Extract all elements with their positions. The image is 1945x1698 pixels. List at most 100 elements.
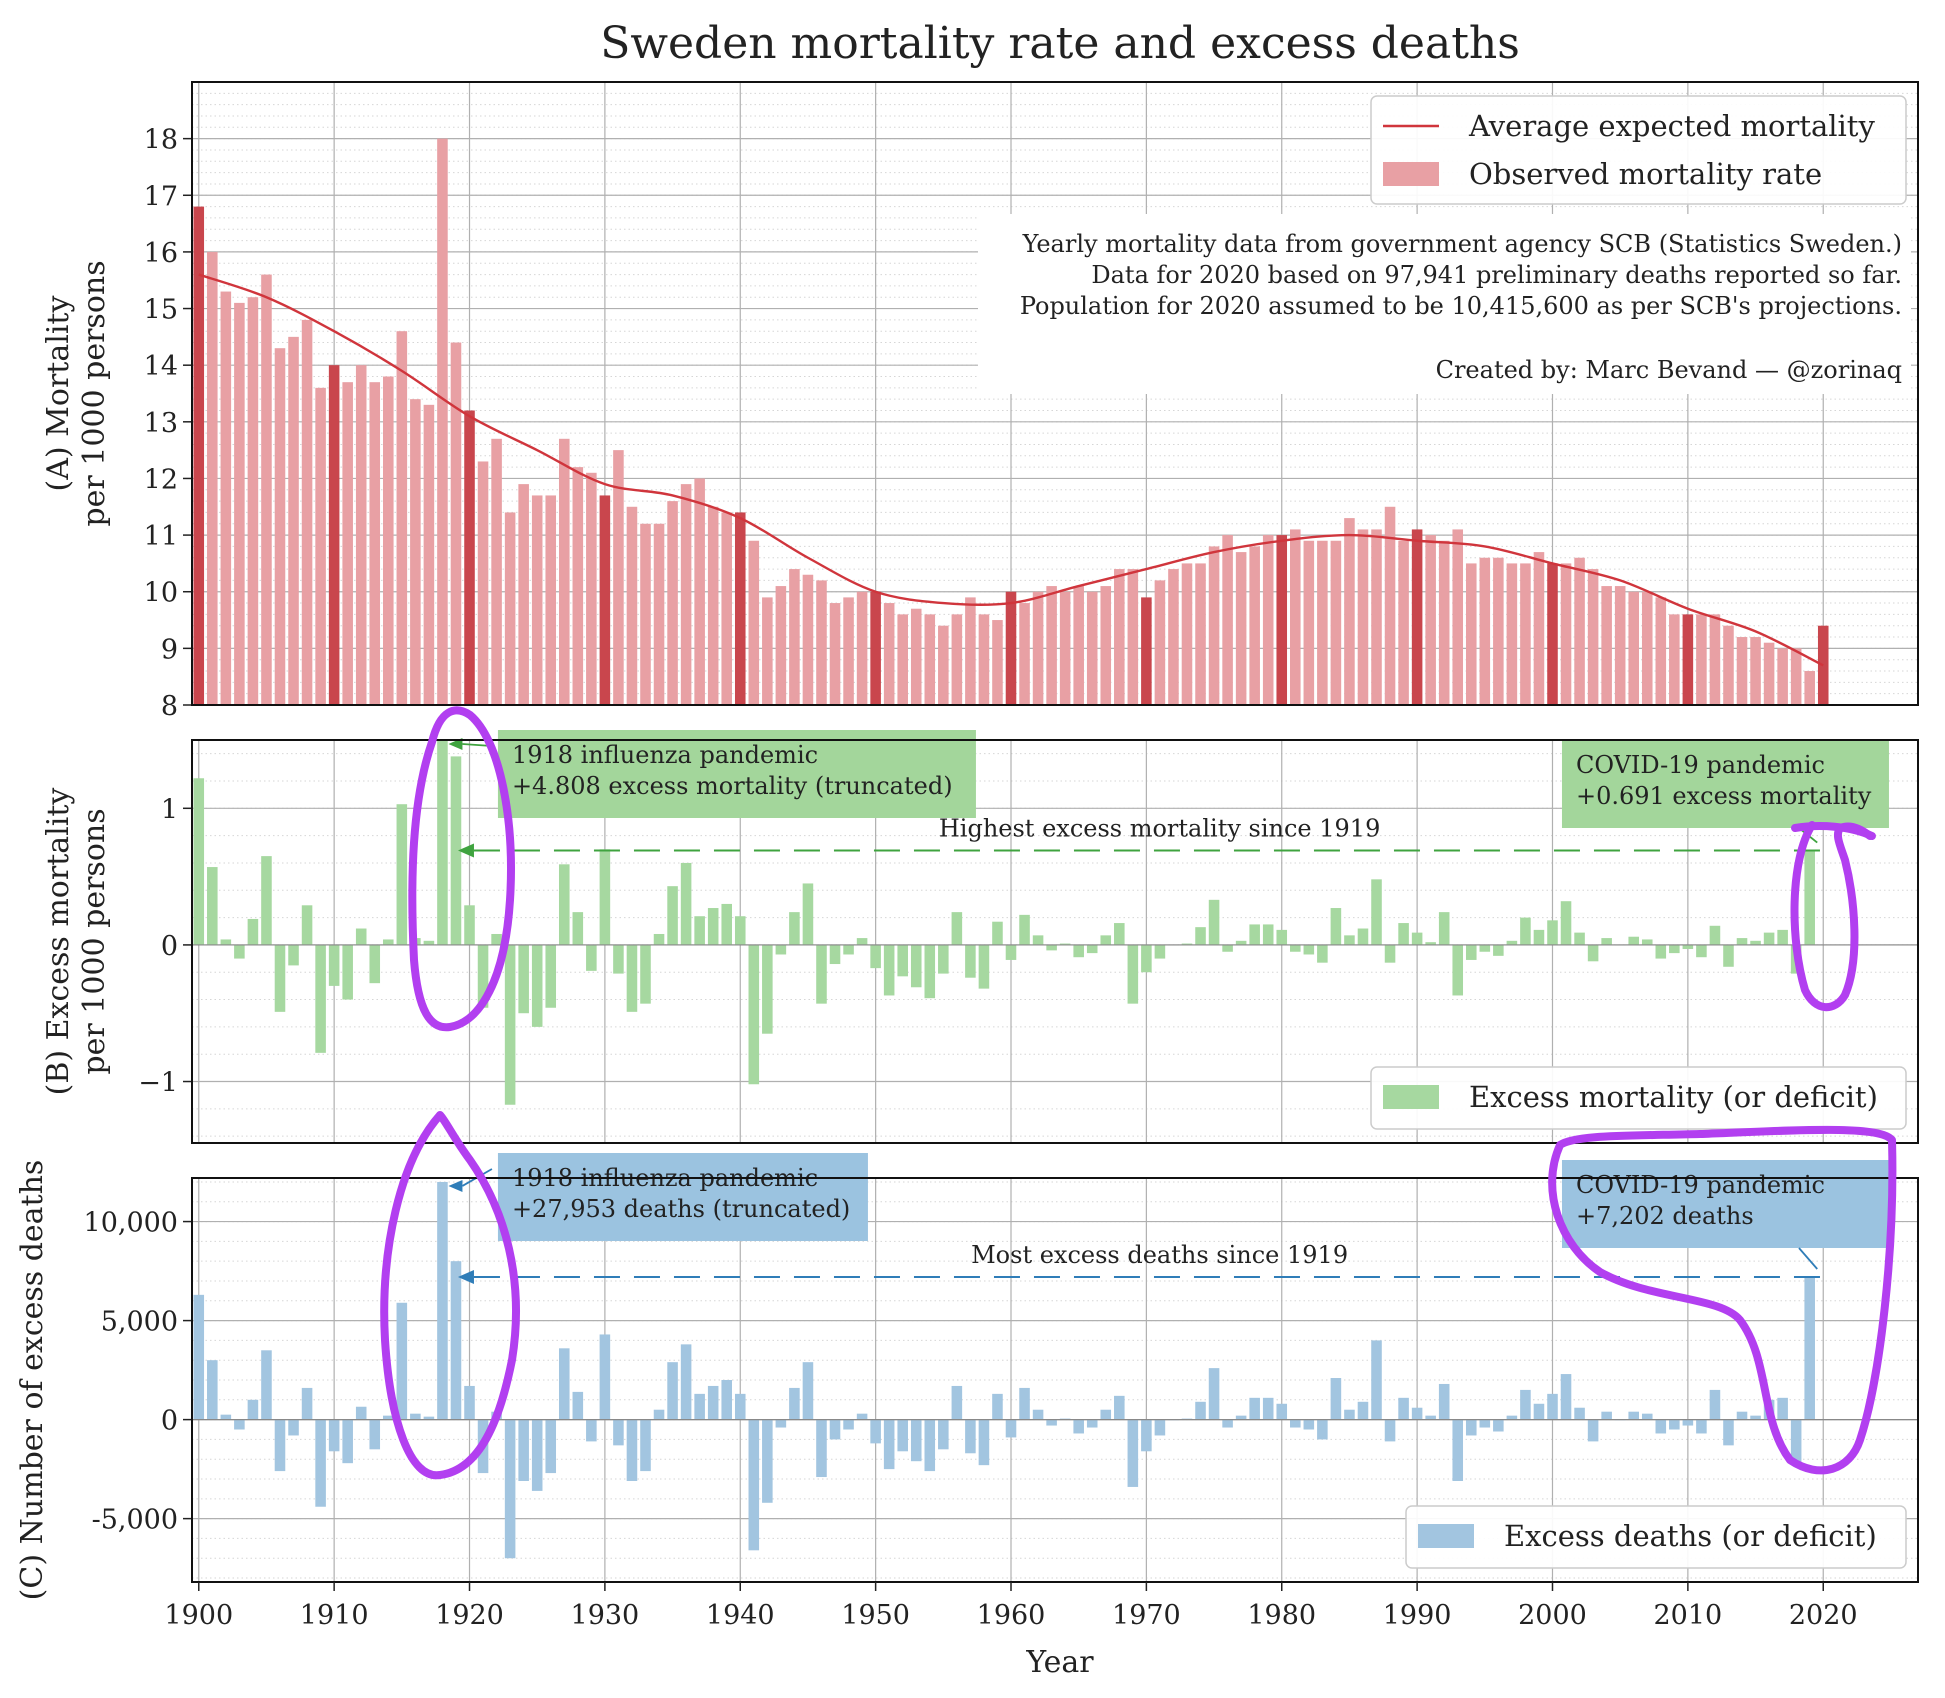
- legend-bar-swatch: [1383, 1085, 1439, 1109]
- bar-c-1913: [369, 1419, 381, 1450]
- bar-a-1935: [667, 501, 678, 705]
- bar-a-1917: [423, 404, 435, 705]
- bar-a-1964: [1059, 591, 1071, 705]
- bar-b-1969: [1127, 944, 1139, 1004]
- bar-c-1951: [883, 1419, 895, 1470]
- bar-a-2006: [1628, 591, 1639, 705]
- annotation-line-1: COVID-19 pandemic: [1576, 1171, 1825, 1199]
- bar-b-1975: [1208, 899, 1220, 945]
- y-axis-label: (C) Number of excess deaths: [15, 1160, 50, 1601]
- bar-a-1900: [193, 206, 205, 705]
- bar-a-1905: [261, 274, 272, 705]
- bar-b-1995: [1479, 944, 1491, 952]
- bar-a-1932: [626, 506, 638, 705]
- annotation-box: [1561, 740, 1889, 828]
- bar-b-2004: [1601, 938, 1612, 945]
- expected-mortality-line: [198, 273, 1824, 667]
- bar-b-1978: [1249, 924, 1260, 945]
- bar-a-1959: [992, 620, 1003, 705]
- bar-c-1981: [1290, 1419, 1301, 1428]
- bar-b-1965: [1073, 944, 1084, 958]
- bar-c-1970: [1141, 1419, 1152, 1452]
- bar-a-2008: [1655, 597, 1667, 705]
- bar-b-1987: [1371, 879, 1382, 945]
- bar-a-1974: [1195, 563, 1206, 705]
- plot-frame: [191, 1177, 1919, 1583]
- bar-c-1975: [1208, 1368, 1220, 1420]
- bar-c-2017: [1777, 1397, 1788, 1420]
- bar-b-1944: [789, 912, 800, 945]
- bar-a-1933: [640, 523, 651, 705]
- bar-a-1925: [531, 495, 543, 705]
- bar-c-1986: [1357, 1401, 1369, 1420]
- bar-c-2013: [1723, 1419, 1734, 1446]
- bar-b-1914: [383, 939, 394, 945]
- bar-c-1952: [897, 1419, 908, 1452]
- highlight-scribble: [1548, 1125, 1897, 1475]
- bar-a-1961: [1019, 603, 1030, 705]
- bar-a-1986: [1357, 529, 1369, 705]
- bar-b-1906: [274, 944, 286, 1012]
- bar-b-1946: [816, 944, 827, 1004]
- bar-b-1958: [978, 944, 990, 989]
- bar-a-1952: [897, 614, 908, 705]
- bar-c-1909: [315, 1419, 326, 1507]
- annotation-line-2: +4.808 excess mortality (truncated): [512, 772, 953, 800]
- bar-b-1981: [1290, 944, 1301, 952]
- bar-a-1983: [1317, 540, 1328, 705]
- bar-c-1915: [396, 1302, 408, 1420]
- bar-b-1932: [626, 944, 638, 1012]
- bar-a-1975: [1208, 546, 1220, 705]
- bar-b-1945: [802, 883, 814, 945]
- bar-c-2007: [1641, 1413, 1653, 1420]
- bar-b-1994: [1465, 944, 1477, 960]
- annotation-box: [497, 730, 976, 818]
- bar-c-1946: [816, 1419, 827, 1478]
- bar-a-1963: [1046, 586, 1057, 705]
- bar-c-1948: [843, 1419, 854, 1430]
- bar-b-1947: [829, 944, 841, 965]
- bar-b-1942: [762, 944, 773, 1034]
- x-tick-label: 1930: [571, 1600, 640, 1631]
- reference-arrowhead: [457, 843, 474, 858]
- bar-a-1977: [1235, 552, 1247, 705]
- y-tick-label: 11: [144, 521, 178, 552]
- bar-a-1966: [1086, 591, 1098, 705]
- bar-b-2008: [1655, 944, 1667, 959]
- bar-a-1967: [1100, 586, 1112, 705]
- bar-c-1914: [383, 1415, 394, 1420]
- bar-b-1957: [965, 944, 976, 978]
- bar-a-1948: [843, 597, 854, 705]
- bar-a-1912: [355, 365, 367, 705]
- bar-b-2009: [1669, 944, 1680, 954]
- bar-a-1980: [1276, 535, 1288, 705]
- bar-c-1907: [288, 1419, 299, 1436]
- annotation-box: [497, 1153, 868, 1241]
- bar-b-1936: [680, 862, 692, 945]
- bar-b-1901: [207, 867, 218, 945]
- bar-c-2008: [1655, 1419, 1667, 1434]
- bar-c-1955: [938, 1419, 949, 1450]
- bar-a-1994: [1465, 563, 1477, 705]
- bar-c-1920: [464, 1385, 475, 1420]
- bar-a-1993: [1452, 529, 1464, 705]
- bar-b-1954: [924, 944, 936, 999]
- bar-b-1982: [1303, 944, 1315, 955]
- bar-a-2009: [1669, 614, 1680, 705]
- x-tick-label: 1940: [706, 1600, 775, 1631]
- bar-b-1929: [586, 944, 597, 971]
- bar-a-2007: [1641, 591, 1653, 705]
- bar-b-1931: [613, 944, 624, 974]
- bar-a-1926: [545, 495, 557, 705]
- y-tick-label: 16: [144, 238, 178, 269]
- bar-a-1979: [1262, 535, 1274, 705]
- y-tick-label: 1: [161, 794, 178, 825]
- bar-c-1988: [1384, 1419, 1396, 1442]
- bar-a-1914: [383, 376, 394, 705]
- annotation-line-1: 1918 influenza pandemic: [512, 741, 818, 769]
- bar-a-1924: [518, 484, 529, 705]
- panel-c: -5,000 0 5,000 10,000 Most excess deaths sin…: [15, 1153, 1919, 1601]
- bar-b-1933: [640, 944, 651, 1004]
- y-axis-label: (B) Excess mortality: [41, 788, 76, 1096]
- bar-a-1985: [1344, 518, 1355, 705]
